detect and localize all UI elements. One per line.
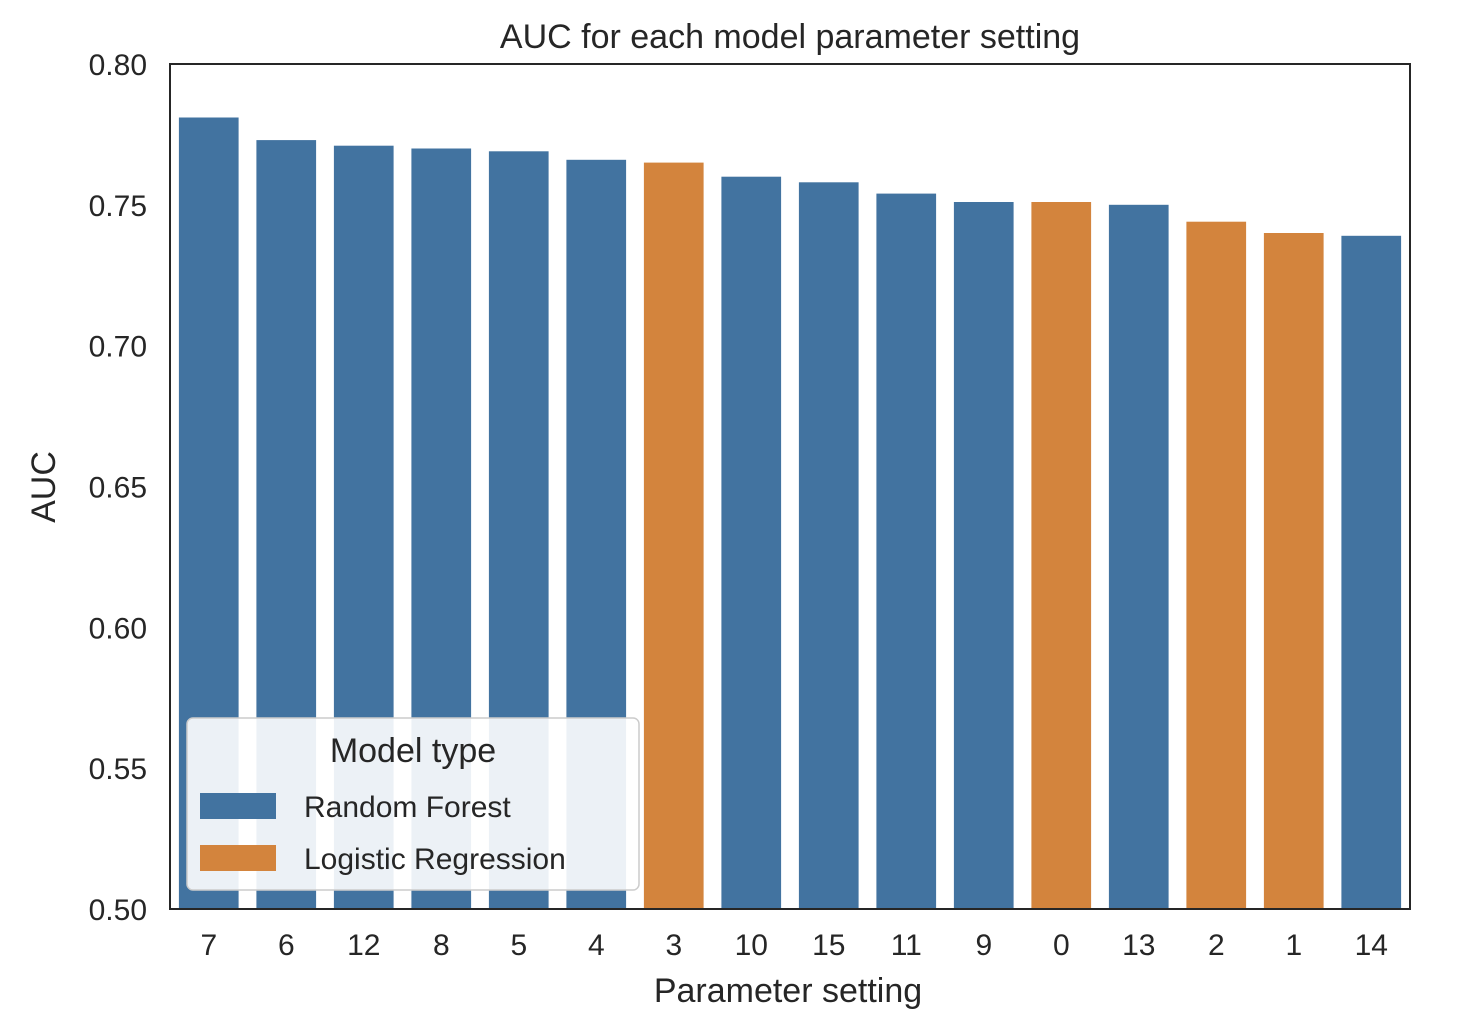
bar-9 <box>953 202 1014 909</box>
x-tick-label: 5 <box>510 929 527 962</box>
plot-frame <box>169 63 1411 910</box>
x-tick-label: 7 <box>200 929 217 962</box>
y-tick-label: 0.70 <box>89 331 147 364</box>
x-tick-label: 9 <box>975 929 992 962</box>
legend-swatch-random-forest <box>200 793 276 819</box>
legend-title: Model type <box>330 732 496 770</box>
x-tick-label: 10 <box>735 929 768 962</box>
x-tick-label: 13 <box>1122 929 1155 962</box>
x-tick-label: 6 <box>278 929 295 962</box>
y-axis-ticks: 0.50 0.55 0.60 0.65 0.70 0.75 0.80 <box>89 49 147 927</box>
y-tick-label: 0.55 <box>89 753 147 786</box>
y-axis-label: AUC <box>25 451 63 523</box>
chart-title: AUC for each model parameter setting <box>500 18 1080 56</box>
bar-1 <box>1263 233 1324 909</box>
bar-2 <box>1186 221 1247 909</box>
legend-box <box>186 717 640 891</box>
bar-0 <box>1031 202 1092 909</box>
x-tick-label: 0 <box>1053 929 1070 962</box>
x-tick-label: 1 <box>1285 929 1302 962</box>
y-tick-label: 0.50 <box>89 894 147 927</box>
x-tick-label: 11 <box>891 929 922 962</box>
bar-14 <box>1341 235 1402 910</box>
legend: Model type Random Forest Logistic Regres… <box>186 717 640 891</box>
y-tick-label: 0.80 <box>89 49 147 82</box>
x-tick-label: 4 <box>588 929 605 962</box>
x-tick-label: 8 <box>433 929 450 962</box>
x-axis-label: Parameter setting <box>654 972 922 1010</box>
bar-15 <box>798 182 859 910</box>
legend-label-logistic-regression: Logistic Regression <box>304 843 566 876</box>
x-tick-label: 15 <box>812 929 845 962</box>
y-tick-label: 0.65 <box>89 472 147 505</box>
legend-label-random-forest: Random Forest <box>304 791 511 824</box>
x-axis-ticks: 7 6 12 8 5 4 3 10 15 11 9 0 13 2 1 14 <box>200 929 1388 962</box>
x-tick-label: 14 <box>1355 929 1388 962</box>
legend-swatch-logistic-regression <box>200 845 276 871</box>
x-tick-label: 2 <box>1208 929 1225 962</box>
bar-3 <box>643 162 704 910</box>
bar-11 <box>876 193 937 910</box>
y-tick-label: 0.75 <box>89 190 147 223</box>
x-tick-label: 12 <box>347 929 380 962</box>
bar-10 <box>721 176 782 909</box>
bar-13 <box>1108 204 1169 910</box>
y-tick-label: 0.60 <box>89 612 147 645</box>
x-tick-label: 3 <box>665 929 682 962</box>
